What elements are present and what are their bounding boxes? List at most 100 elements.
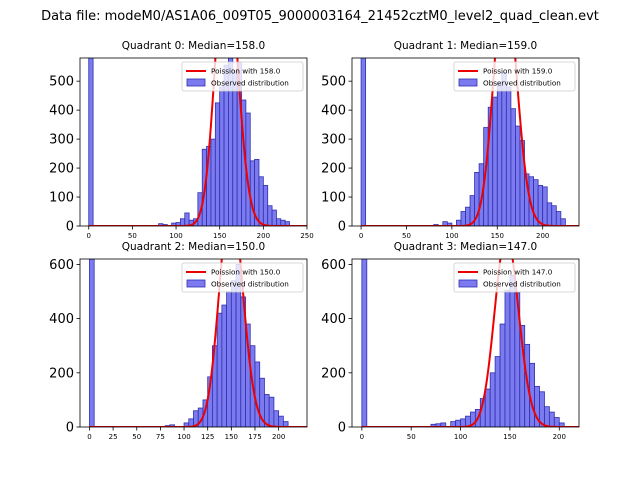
- y-tick-label: 400: [49, 104, 74, 119]
- histogram-bar: [489, 372, 496, 427]
- plot-area: [361, 259, 579, 427]
- legend-bar-swatch: [458, 279, 478, 288]
- legend-label-observed: Observed distribution: [483, 79, 561, 88]
- histogram-bar: [505, 86, 512, 226]
- legend: Poission with 147.0 Observed distribution: [453, 262, 576, 293]
- histogram-bar: [484, 388, 491, 427]
- y-tick-label: 0: [66, 421, 74, 436]
- histogram-bar: [221, 304, 228, 427]
- histogram-bar: [460, 211, 466, 226]
- panel-grid: Quadrant 0: Median=158.00100200300400500…: [49, 40, 580, 441]
- histogram-bar: [268, 396, 275, 427]
- y-tick-label: 200: [49, 366, 74, 381]
- x-tick-label: 100: [177, 433, 190, 441]
- y-tick-label: 200: [321, 366, 346, 381]
- x-tick-label: 150: [491, 232, 504, 240]
- x-tick-label: 200: [272, 433, 285, 441]
- legend-label-fit: Poission with 147.0: [483, 268, 553, 277]
- histogram-bar: [271, 209, 277, 226]
- x-tick-label: 50: [128, 232, 137, 240]
- x-tick-label: 150: [225, 433, 238, 441]
- y-tick-label: 0: [338, 421, 346, 436]
- y-tick-label: 0: [338, 220, 346, 235]
- panel-quadrant-1: Quadrant 1: Median=159.00100200300400500…: [321, 40, 580, 240]
- x-tick-label: 150: [503, 433, 516, 441]
- histogram-bar: [537, 185, 544, 226]
- histogram-bar: [88, 58, 94, 226]
- x-tick-label: 150: [213, 232, 226, 240]
- y-tick-label: 600: [321, 258, 346, 273]
- histogram-bar: [210, 138, 216, 226]
- x-tick-label: 100: [454, 433, 467, 441]
- histogram-bar: [219, 86, 225, 226]
- legend-label-fit: Poission with 159.0: [483, 67, 553, 76]
- legend: Poission with 159.0 Observed distribution: [453, 61, 576, 92]
- panel-quadrant-2: Quadrant 2: Median=150.0 0 200 400 600 0 25 50 7…: [49, 241, 308, 441]
- histogram-bar: [510, 108, 516, 226]
- x-tick-label: 0: [359, 232, 363, 240]
- legend-bar-swatch: [186, 78, 206, 87]
- y-tick-label: 200: [49, 162, 74, 177]
- legend-box: [453, 262, 576, 293]
- histogram-bar: [544, 406, 550, 427]
- x-tick-label: 50: [132, 433, 141, 441]
- histogram-bar: [89, 259, 95, 427]
- histogram-bar: [465, 206, 471, 226]
- histogram-bar: [446, 222, 453, 226]
- panel-title: Quadrant 0: Median=158.0: [122, 40, 265, 52]
- x-tick-label: 0: [86, 232, 90, 240]
- axes-frame: [351, 57, 580, 227]
- legend-label-observed: Observed distribution: [483, 280, 561, 289]
- histogram-bar: [548, 411, 555, 427]
- figure-title: Data file: modeM0/AS1A06_009T05_90000031…: [41, 9, 599, 24]
- x-tick-label: 125: [201, 433, 214, 441]
- legend-box: [453, 61, 576, 92]
- y-tick-label: 400: [321, 104, 346, 119]
- y-tick-label: 200: [321, 162, 346, 177]
- histogram-bar: [509, 274, 516, 427]
- histogram-bar: [262, 185, 269, 226]
- histogram-bar: [496, 82, 503, 226]
- y-tick-label: 300: [49, 133, 74, 148]
- panel-title: Quadrant 1: Median=159.0: [394, 40, 537, 52]
- poisson-fit-line: [361, 58, 579, 226]
- x-tick-label: 75: [156, 433, 165, 441]
- x-tick-label: 175: [248, 433, 261, 441]
- x-tick-label: 100: [169, 232, 182, 240]
- x-tick-label: 0: [360, 433, 364, 441]
- histogram-bar: [180, 218, 186, 226]
- histogram-bar: [515, 125, 521, 226]
- panel-title: Quadrant 3: Median=147.0: [394, 241, 537, 253]
- poisson-fit-line: [361, 259, 579, 427]
- histogram-bar: [214, 102, 221, 226]
- x-tick-label: 100: [445, 232, 458, 240]
- x-tick-label: 0: [87, 433, 91, 441]
- y-tick-label: 0: [66, 220, 74, 235]
- histogram-bar: [492, 96, 498, 226]
- histogram-bar: [230, 280, 237, 427]
- x-tick-label: 50: [407, 433, 416, 441]
- legend-label-fit: Poission with 150.0: [211, 268, 281, 277]
- y-tick-label: 500: [321, 75, 346, 90]
- y-tick-label: 500: [49, 75, 74, 90]
- panel-quadrant-3: Quadrant 3: Median=147.0 0 200 400 600 0 50 100…: [321, 241, 580, 441]
- legend: Poission with 158.0 Observed distribution: [181, 61, 304, 92]
- histogram-bar: [560, 218, 566, 226]
- histogram-bar: [440, 422, 447, 427]
- x-tick-label: 200: [536, 232, 549, 240]
- histogram-bar: [232, 70, 238, 226]
- x-tick-label: 200: [553, 433, 566, 441]
- histogram-bar: [494, 356, 501, 427]
- panel-quadrant-0: Quadrant 0: Median=158.00100200300400500…: [49, 40, 314, 240]
- histogram-bar: [555, 211, 562, 226]
- histogram-bar: [278, 415, 284, 427]
- histogram-bar: [558, 422, 565, 427]
- legend-label-observed: Observed distribution: [211, 79, 289, 88]
- axes-frame: [79, 57, 308, 227]
- histogram-bar: [501, 72, 507, 226]
- histogram-bar: [542, 186, 548, 226]
- x-tick-label: 200: [257, 232, 270, 240]
- y-tick-label: 100: [49, 191, 74, 206]
- histogram-bar: [254, 361, 261, 427]
- axes-frame: [351, 258, 580, 428]
